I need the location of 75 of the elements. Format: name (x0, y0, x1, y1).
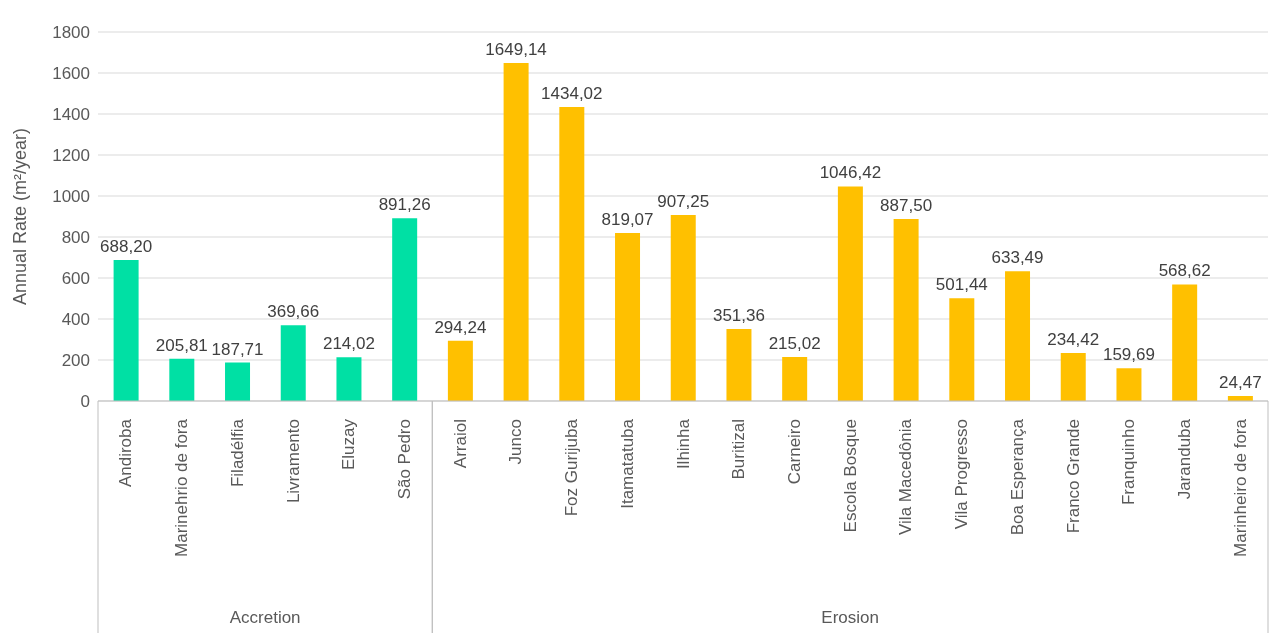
y-tick-label: 400 (61, 310, 90, 330)
data-label: 351,36 (712, 305, 765, 325)
bar (392, 218, 418, 401)
data-label: 1434,02 (541, 84, 603, 104)
text: Accretion (229, 608, 301, 627)
bar (1172, 284, 1198, 401)
data-label: 369,66 (267, 302, 320, 322)
bar (670, 215, 696, 401)
x-tick-label: Ilhinha (673, 418, 693, 470)
x-tick-label: Foz Gurijuba (562, 418, 582, 517)
data-label: 1649,14 (485, 39, 547, 59)
y-tick-label: 1000 (52, 187, 90, 207)
x-tick-label: Buritizal (729, 419, 749, 480)
bar (559, 107, 585, 401)
data-label: 1046,42 (819, 163, 882, 183)
x-tick-label: Arraiol (450, 419, 470, 469)
x-tick-label: Franquinho (1119, 419, 1139, 506)
y-tick-label: 1400 (52, 105, 90, 125)
x-tick-label: Livramento (283, 419, 303, 504)
x-tick-label: Escola Bosque (840, 419, 860, 533)
y-tick-label: 800 (61, 228, 90, 248)
y-tick-label: 1200 (52, 146, 90, 166)
bar (113, 259, 139, 401)
data-label: 214,02 (322, 334, 375, 354)
data-label: 891,26 (378, 195, 431, 215)
y-tick-label: 200 (61, 351, 90, 371)
x-tick-label: Marinheiro de fora (1230, 418, 1250, 557)
data-label: 234,42 (1047, 329, 1100, 349)
y-tick-label: 1600 (52, 64, 90, 84)
bar (503, 62, 529, 401)
data-label: 187,71 (211, 339, 264, 359)
bar (225, 362, 251, 401)
data-label: 688,20 (100, 236, 153, 256)
bar (837, 186, 863, 401)
y-tick-label: 1800 (52, 23, 90, 43)
bar (1005, 271, 1031, 401)
x-tick-label: Junco (506, 419, 526, 465)
bar (949, 298, 975, 401)
x-tick-label: Eluzay (339, 418, 359, 471)
bar (447, 340, 473, 401)
x-tick-label: Marinehrio de fora (172, 418, 192, 557)
data-label: 633,49 (991, 248, 1044, 268)
x-tick-label: São Pedro (394, 419, 414, 500)
data-label: 501,44 (935, 275, 988, 295)
bar (1060, 352, 1086, 401)
data-label: 215,02 (768, 333, 821, 353)
y-tick-label: 0 (80, 392, 90, 412)
data-label: 568,62 (1158, 261, 1211, 281)
bar (169, 358, 195, 401)
data-label: 205,81 (155, 335, 208, 355)
x-tick-label: Boa Esperança (1007, 418, 1027, 536)
x-tick-label: Vila Progresso (952, 419, 972, 530)
text: Erosion (821, 608, 879, 627)
y-tick-label: 600 (61, 269, 90, 289)
data-label: 907,25 (657, 192, 710, 212)
x-tick-label: Jaranduba (1174, 418, 1194, 500)
bar (782, 356, 808, 401)
data-label: 159,69 (1102, 345, 1155, 365)
data-label: 887,50 (880, 196, 933, 216)
data-label: 819,07 (601, 210, 654, 230)
data-label: 294,24 (434, 317, 487, 337)
bar (1116, 368, 1142, 401)
x-tick-label: Vila Macedônia (896, 418, 916, 535)
bar (893, 219, 919, 401)
data-label: 24,47 (1219, 372, 1262, 392)
x-tick-label: Itamatatuba (617, 418, 637, 509)
y-axis-title: Annual Rate (m²/year) (10, 127, 31, 306)
bar (726, 328, 752, 401)
bar (615, 233, 641, 401)
bar (336, 357, 362, 401)
x-tick-label: Andiroba (116, 418, 136, 488)
x-tick-label: Filadélfia (227, 418, 247, 488)
bar (280, 325, 306, 401)
x-tick-label: Franco Grande (1063, 419, 1083, 534)
x-tick-label: Carneiro (784, 419, 804, 485)
